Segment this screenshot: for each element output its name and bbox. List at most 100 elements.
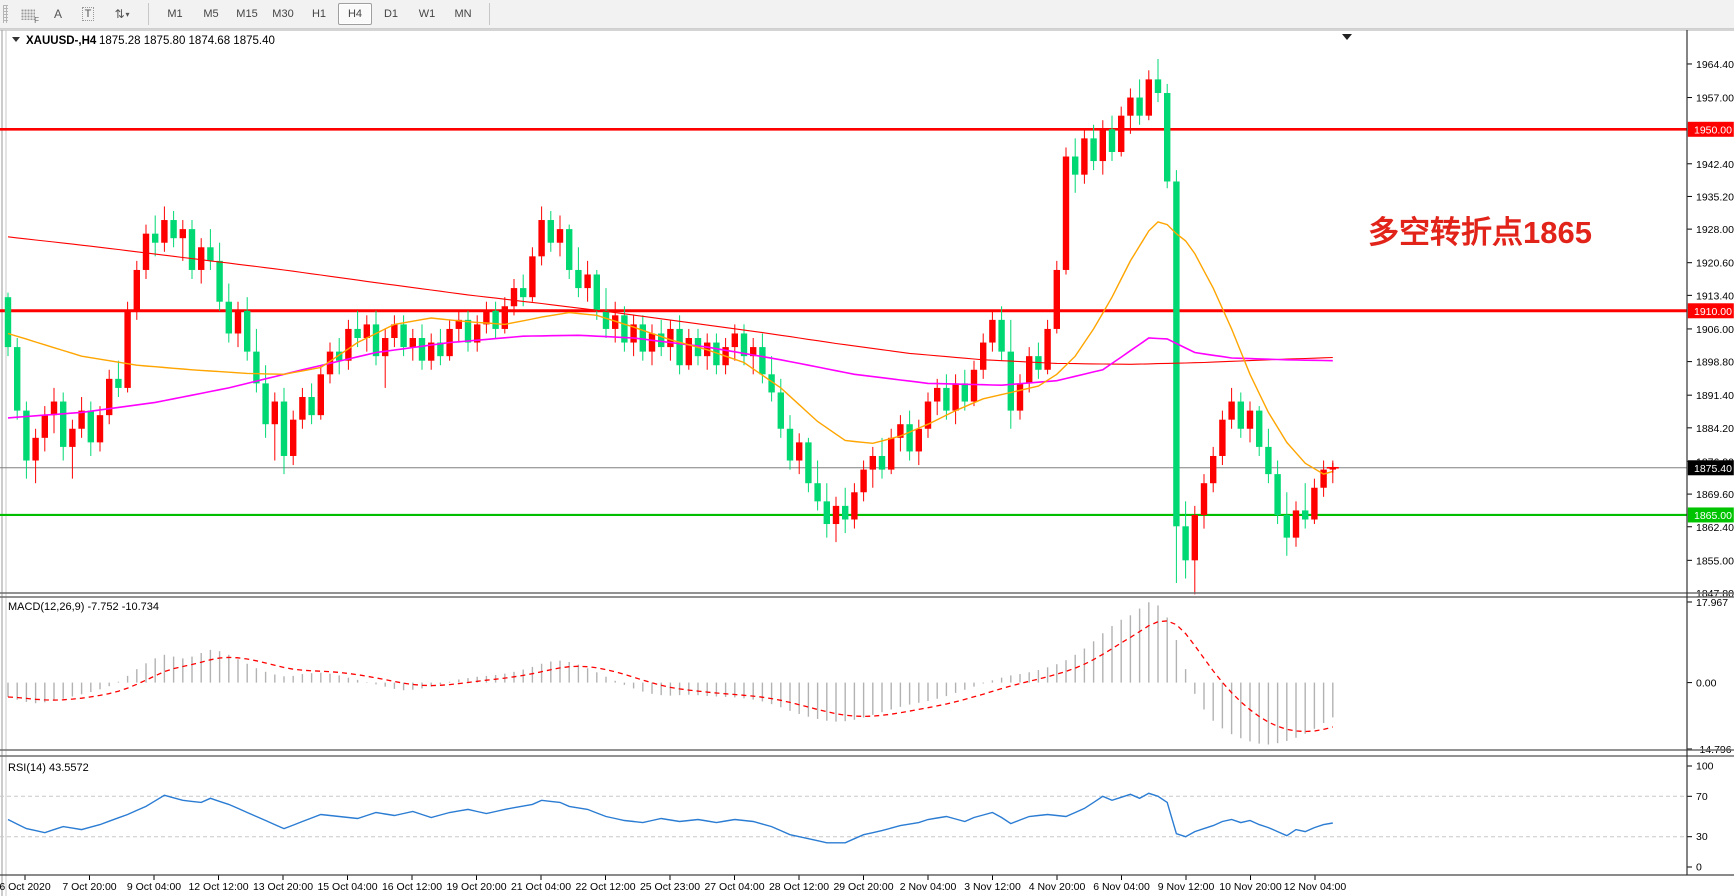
candle-body bbox=[1053, 269, 1060, 329]
candle-body bbox=[1072, 156, 1079, 175]
price-level-badge bbox=[1687, 507, 1734, 523]
price-axis[interactable]: 1964.40 1957.00 1942.40 1935.20 1928.00 1920.… bbox=[1687, 59, 1734, 600]
timeframe-h1-button[interactable]: H1 bbox=[311, 8, 327, 20]
timeframe-d1-button[interactable]: D1 bbox=[383, 8, 399, 20]
rsi-pane[interactable]: 100 70 30 0 bbox=[0, 761, 1714, 874]
price-level-badge bbox=[1687, 303, 1734, 319]
text-label-tool-button[interactable]: T bbox=[74, 2, 102, 26]
chart-grid-tool-button[interactable]: F bbox=[14, 2, 42, 26]
candle-body bbox=[216, 260, 223, 302]
candle-body bbox=[1090, 138, 1097, 162]
candle-body bbox=[1311, 487, 1318, 520]
candle-body bbox=[280, 401, 288, 456]
timeframe-m1-button[interactable]: M1 bbox=[167, 8, 183, 20]
candle-body bbox=[1228, 401, 1235, 420]
pane-separator-rsi[interactable] bbox=[0, 749, 1734, 757]
candle-body bbox=[685, 338, 692, 366]
timeframe-h4-button[interactable]: H4 bbox=[338, 3, 372, 25]
candle-body bbox=[1210, 455, 1217, 484]
price-level-badge-label: 1950.00 bbox=[1694, 124, 1732, 136]
candle-body bbox=[336, 351, 343, 361]
candle-body bbox=[529, 256, 536, 298]
candle-body bbox=[1191, 514, 1198, 561]
candle-body bbox=[520, 288, 527, 298]
candle-body bbox=[731, 333, 738, 348]
candle-body bbox=[602, 310, 610, 329]
candle-body bbox=[170, 220, 177, 239]
candle-body bbox=[152, 233, 159, 243]
candle-body bbox=[639, 324, 646, 352]
price-tick-label: 1869.60 bbox=[1696, 489, 1734, 501]
timeframe-m5-button[interactable]: M5 bbox=[203, 8, 219, 20]
candle-body bbox=[4, 297, 12, 348]
letter-a-icon: A bbox=[53, 7, 62, 21]
object-cycle-tool-button[interactable]: ⇅ ▾ bbox=[104, 2, 140, 26]
candle-body bbox=[538, 220, 545, 257]
main-price-pane[interactable] bbox=[0, 58, 1687, 595]
rsi-axis-label: 100 bbox=[1696, 761, 1714, 773]
candle-body bbox=[823, 501, 830, 525]
time-axis[interactable]: 6 Oct 2020 7 Oct 20:00 9 Oct 04:00 12 Oct 1… bbox=[0, 875, 1346, 893]
candle-body bbox=[455, 319, 462, 329]
main-toolbar: F A T ⇅ ▾ M1 M5 M15 M30 H1 H4 D1 W1 MN bbox=[0, 0, 1734, 29]
candle-body bbox=[501, 306, 508, 329]
candle-body bbox=[980, 342, 987, 370]
cycle-arrows-icon: ⇅ bbox=[114, 7, 125, 21]
time-tick-label: 16 Oct 12:00 bbox=[382, 881, 442, 893]
candle-body bbox=[888, 437, 895, 470]
candle-body bbox=[299, 396, 306, 420]
time-tick-label: 25 Oct 23:00 bbox=[640, 881, 700, 893]
price-tick-label: 1920.60 bbox=[1696, 258, 1734, 270]
candle-body bbox=[428, 342, 435, 361]
candle-body bbox=[593, 274, 600, 311]
candle-body bbox=[612, 315, 619, 329]
chart-background bbox=[0, 28, 1734, 896]
candle-body bbox=[262, 383, 269, 425]
timeframe-m15-button[interactable]: M15 bbox=[236, 8, 258, 20]
candle-body bbox=[943, 387, 950, 411]
candle-body bbox=[915, 428, 922, 452]
time-tick-label: 19 Oct 20:00 bbox=[446, 881, 506, 893]
candle-body bbox=[1182, 526, 1189, 561]
candle-body bbox=[124, 310, 131, 388]
candle-body bbox=[740, 333, 748, 357]
candle-body bbox=[198, 247, 205, 270]
candle-body bbox=[253, 351, 260, 384]
chart-annotation-text[interactable]: 多空转折点1865 bbox=[1368, 215, 1592, 250]
candle-body bbox=[464, 319, 472, 343]
font-tool-button[interactable]: A bbox=[44, 2, 72, 26]
candle-body bbox=[317, 374, 324, 416]
candle-body bbox=[133, 269, 140, 311]
candle-body bbox=[1237, 401, 1244, 429]
rsi-axis-label: 30 bbox=[1696, 831, 1708, 843]
candle-body bbox=[630, 324, 637, 343]
candle-body bbox=[96, 415, 104, 443]
candle-body bbox=[584, 274, 591, 289]
pane-separator-macd[interactable] bbox=[0, 592, 1734, 598]
candle-body bbox=[648, 333, 656, 352]
candle-body bbox=[1256, 410, 1263, 447]
candle-body bbox=[989, 319, 996, 343]
candle-body bbox=[1283, 514, 1290, 538]
candle-body bbox=[418, 338, 426, 361]
candle-body bbox=[1320, 469, 1327, 488]
candle-body bbox=[1044, 328, 1051, 370]
candle-body bbox=[271, 401, 278, 425]
candle-body bbox=[952, 383, 959, 411]
candle-body bbox=[869, 455, 876, 470]
timeframe-mn-button[interactable]: MN bbox=[454, 8, 472, 20]
chart-menu-caret-icon[interactable] bbox=[1342, 34, 1352, 40]
candle-body bbox=[1154, 79, 1162, 93]
candle-body bbox=[474, 324, 481, 343]
candle-body bbox=[750, 347, 757, 357]
price-tick-label: 1935.20 bbox=[1696, 191, 1734, 203]
timeframe-m30-button[interactable]: M30 bbox=[272, 8, 294, 20]
toolbar-grip[interactable] bbox=[2, 3, 9, 25]
symbol-dropdown-icon[interactable] bbox=[12, 37, 20, 42]
time-tick-label: 7 Oct 20:00 bbox=[62, 881, 116, 893]
timeframe-w1-button[interactable]: W1 bbox=[418, 8, 436, 20]
ma-fast-line bbox=[7, 221, 1333, 475]
price-tick-label: 1957.00 bbox=[1696, 93, 1734, 105]
